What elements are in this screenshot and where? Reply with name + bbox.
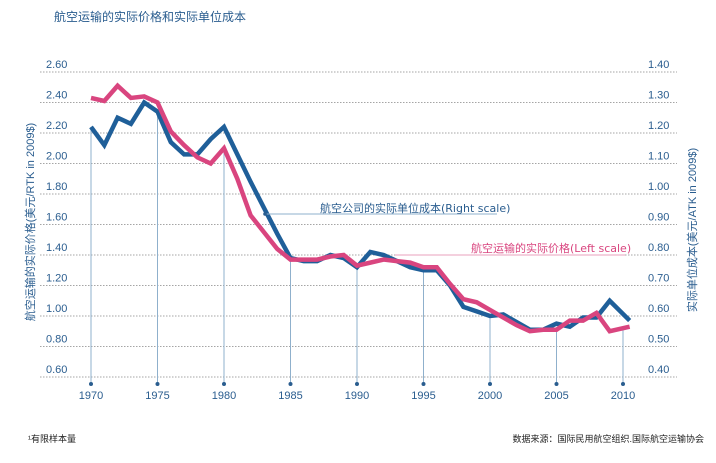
y-tick-left: 1.00 xyxy=(46,303,67,315)
y-tick-right: 1.40 xyxy=(648,59,669,71)
x-tick-label: 2010 xyxy=(611,390,635,402)
x-tick-dot xyxy=(222,382,226,386)
x-tick-label: 1990 xyxy=(345,390,369,402)
y-tick-right: 1.00 xyxy=(648,181,669,193)
y-tick-left: 0.60 xyxy=(46,364,67,376)
x-tick-dot xyxy=(554,382,559,386)
y-tick-right: 0.50 xyxy=(648,334,669,346)
y-tick-right: 0.90 xyxy=(648,212,669,224)
y-tick-left: 2.00 xyxy=(46,151,67,163)
y-tick-right: 0.70 xyxy=(648,273,669,285)
x-tick-dot xyxy=(421,382,426,386)
x-tick-dot xyxy=(89,382,93,386)
series-line-price xyxy=(90,82,631,334)
y-tick-left: 2.40 xyxy=(46,90,67,102)
y-tick-right: 0.60 xyxy=(648,303,669,315)
y-axis-right-label: 实际单位成本(美元/ATK in 2009$) xyxy=(687,147,699,313)
series-label-unit-cost: 航空公司的实际单位成本(Right scale) xyxy=(320,201,510,215)
series-label-price: 航空运输的实际价格(Left scale) xyxy=(471,241,631,255)
x-tick-dot xyxy=(155,382,160,386)
source-note: 数据来源：国际民用航空组织.国际航空运输协会 xyxy=(512,434,704,444)
y-tick-left: 1.80 xyxy=(46,181,67,193)
x-tick-label: 2005 xyxy=(544,390,568,402)
x-tick-label: 1995 xyxy=(411,390,435,402)
x-tick-label: 1980 xyxy=(212,390,236,402)
y-tick-right: 1.20 xyxy=(648,120,669,132)
annotation-dot xyxy=(263,212,267,216)
y-tick-right: 1.10 xyxy=(648,151,669,163)
footnote: ¹有限样本量 xyxy=(28,434,76,444)
y-tick-left: 2.60 xyxy=(46,59,67,71)
x-tick-dot xyxy=(621,382,625,386)
y-tick-left: 0.80 xyxy=(46,334,67,346)
y-tick-left: 2.20 xyxy=(46,120,67,132)
y-tick-right: 0.40 xyxy=(648,364,669,376)
x-tick-dot xyxy=(488,382,492,386)
y-tick-left: 1.40 xyxy=(46,242,67,254)
series-line-unit-cost xyxy=(89,99,632,332)
x-tick-label: 1975 xyxy=(145,390,169,402)
y-tick-right: 1.30 xyxy=(648,90,669,102)
x-tick-label: 1970 xyxy=(79,390,103,402)
x-tick-dot xyxy=(288,382,293,386)
y-axis-left-label: 航空运输的实际价格(美元/RTK in 2009$) xyxy=(25,122,37,322)
y-tick-left: 1.60 xyxy=(46,212,67,224)
x-tick-label: 1985 xyxy=(278,390,302,402)
x-tick-label: 2000 xyxy=(478,390,502,402)
x-tick-dot xyxy=(355,382,359,386)
y-tick-left: 1.20 xyxy=(46,273,67,285)
y-tick-right: 0.80 xyxy=(648,242,669,254)
chart-title: 航空运输的实际价格和实际单位成本 xyxy=(54,10,247,24)
